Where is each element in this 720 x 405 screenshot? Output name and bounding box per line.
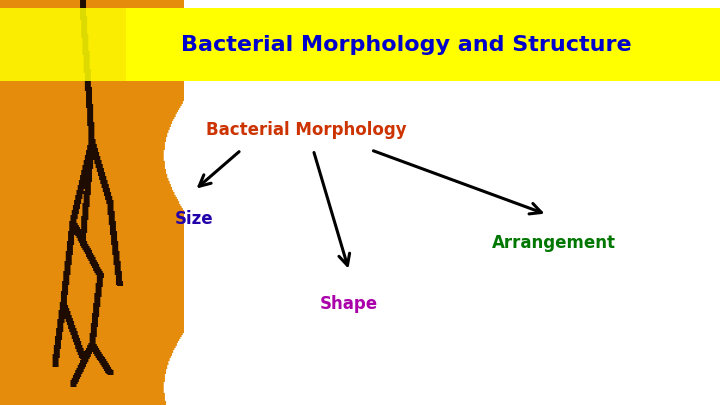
Text: Bacterial Morphology and Structure: Bacterial Morphology and Structure bbox=[181, 34, 632, 55]
FancyBboxPatch shape bbox=[0, 8, 126, 81]
Text: Shape: Shape bbox=[320, 295, 378, 313]
Text: Size: Size bbox=[175, 210, 214, 228]
Text: Bacterial Morphology: Bacterial Morphology bbox=[206, 121, 406, 139]
Text: Arrangement: Arrangement bbox=[492, 234, 616, 252]
FancyBboxPatch shape bbox=[126, 8, 720, 81]
